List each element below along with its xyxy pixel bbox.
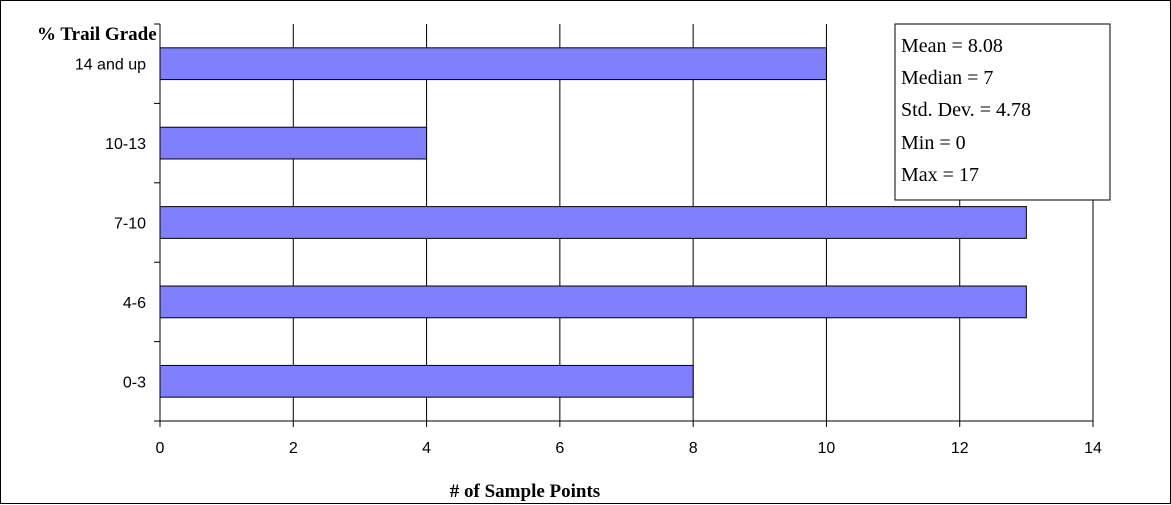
x-tick-label-12: 12: [951, 440, 969, 457]
y-tick-label-0-3: 0-3: [123, 374, 146, 391]
x-tick-label-6: 6: [555, 440, 564, 457]
y-tick-label-4-6: 4-6: [123, 295, 146, 312]
axes: [154, 23, 1094, 427]
bar-14-and-up: [159, 47, 827, 81]
x-tick-label-10: 10: [818, 440, 836, 457]
y-tick-label-10-13: 10-13: [105, 136, 146, 153]
bars: [159, 47, 1027, 398]
stat-min: Min = 0: [901, 132, 966, 154]
stats-box: Mean = 8.08 Median = 7 Std. Dev. = 4.78 …: [894, 23, 1111, 201]
stat-max: Max = 17: [901, 164, 979, 186]
stat-mean: Mean = 8.08: [901, 35, 1003, 57]
tick-labels: 0 2 4 6 8 10 12 14 0-3 4-6 7-10 10-13 14 and up: [75, 57, 1102, 457]
x-tick-label-2: 2: [289, 440, 298, 457]
stat-std-dev: Std. Dev. = 4.78: [901, 99, 1031, 121]
chart-title: % Trail Grade: [37, 24, 157, 45]
bar-7-10: [159, 206, 1027, 239]
bar-4-6: [159, 285, 1027, 319]
x-tick-label-8: 8: [689, 440, 698, 457]
bar-0-3: [159, 364, 694, 398]
y-tick-label-14-and-up: 14 and up: [75, 57, 146, 74]
y-tick-label-7-10: 7-10: [114, 216, 146, 233]
x-axis-label: # of Sample Points: [450, 481, 600, 502]
x-tick-label-0: 0: [156, 440, 165, 457]
stats-box-border: [894, 23, 1111, 201]
x-tick-label-4: 4: [422, 440, 431, 457]
stat-median: Median = 7: [901, 67, 993, 89]
x-tick-label-14: 14: [1084, 440, 1102, 457]
bar-10-13: [159, 126, 428, 160]
